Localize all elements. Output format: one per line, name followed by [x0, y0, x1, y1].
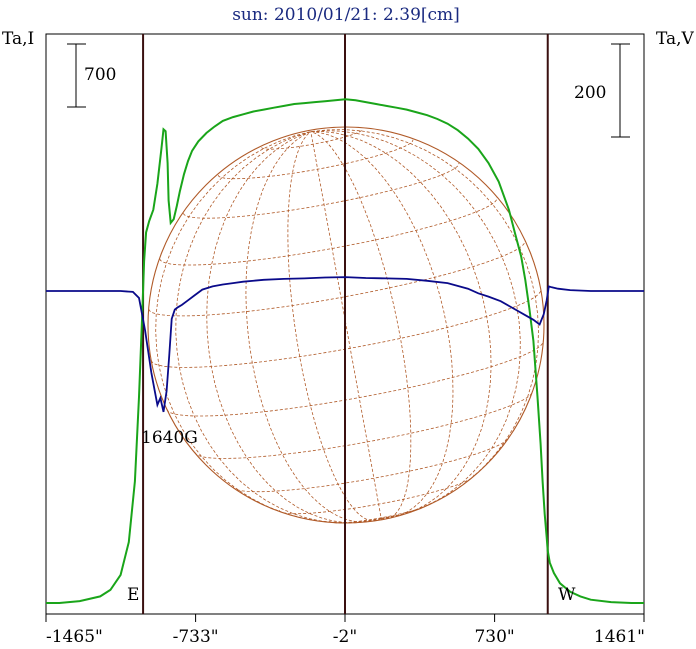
disk-longitude-line [155, 131, 382, 523]
disk-longitude-line [310, 130, 521, 519]
disk-latitude-line [232, 436, 509, 493]
disk-longitude-line [310, 131, 492, 519]
solar-disk-grid [147, 126, 545, 524]
limb-markers [142, 34, 549, 614]
disk-latitude-line [148, 240, 526, 317]
sunspot-field-annotation: 1640G [141, 428, 198, 448]
disk-longitude-line [175, 131, 382, 524]
x-tick-label: -1465" [46, 627, 103, 647]
disk-longitude-line [245, 131, 382, 523]
chart-title: sun: 2010/01/21: 2.39[cm] [232, 5, 460, 25]
x-axis-ticks: -1465" -733" -2" 730" 1461" [45, 614, 645, 647]
polarization-series-line [46, 276, 644, 413]
intensity-series-line [46, 98, 644, 604]
disk-latitude-line [159, 197, 498, 266]
disk-latitude-line [329, 502, 431, 524]
disk-latitude-line [166, 340, 544, 417]
disk-longitude-line [310, 131, 454, 519]
disk-latitude-line [194, 390, 533, 459]
disk-longitude-line [206, 131, 382, 524]
left-axis-label: Ta,I [2, 29, 34, 49]
west-limb-label: W [558, 585, 576, 605]
disk-longitude-line [310, 129, 539, 519]
x-tick-label: -733" [173, 627, 219, 647]
x-tick-label: -2" [333, 627, 357, 647]
east-limb-label: E [127, 585, 139, 605]
right-axis-label: Ta,V [656, 29, 695, 49]
disk-longitude-line [310, 131, 412, 520]
disk-longitude-line [310, 131, 382, 520]
disk-latitude-line [183, 163, 460, 219]
x-tick-label: 1461" [594, 627, 645, 647]
left-scale-bar [67, 43, 86, 108]
right-scale-bar-value: 200 [574, 83, 606, 103]
disk-longitude-line [287, 131, 382, 522]
x-tick-label: 730" [474, 627, 514, 647]
right-scale-bar [611, 43, 630, 138]
left-scale-bar-value: 700 [84, 65, 116, 85]
